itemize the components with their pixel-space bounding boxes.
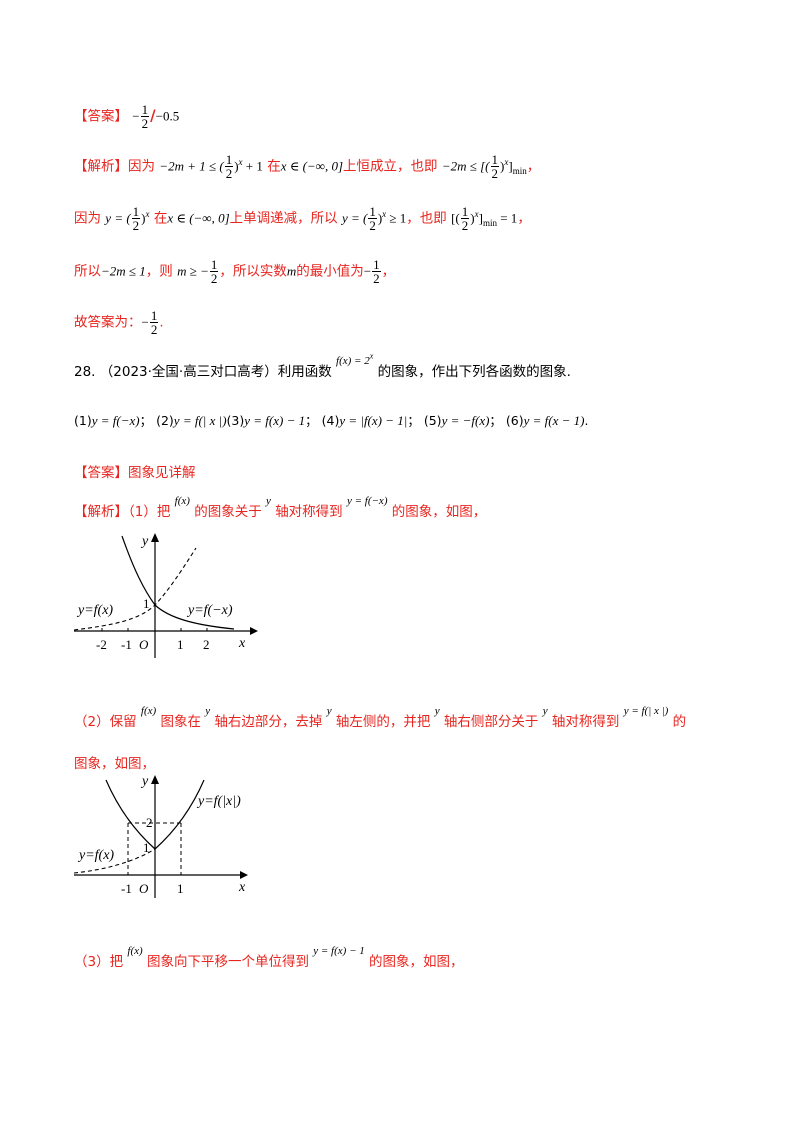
curve-f-abs-x: [105, 779, 205, 850]
x-axis-arrow: [240, 871, 248, 879]
answer-2: 【答案】图象见详解: [74, 465, 196, 481]
origin-label: O: [139, 881, 149, 896]
question-28: 28. （2023·全国·高三对口高考）利用函数 f(x) = 2x 的图象，作…: [74, 351, 571, 381]
analysis-2-part-3: （3）把 f(x) 图象向下平移一个单位得到 y = f(x) − 1 的图象，…: [74, 945, 464, 970]
question-28-items: (1)y = f(−x)； (2)y = f(| x |)(3)y = f(x)…: [74, 413, 589, 428]
analysis-1-line-3: 所以−2m ≤ 1，则 m ≥ −1 2 ，所以实数m的最小值为− 1 2，: [74, 257, 396, 286]
curve-f-x: [74, 848, 156, 874]
tick-label-y: 1: [143, 596, 150, 611]
analysis-2-part-2: （2）保留 f(x) 图象在 y 轴右边部分，去掉 y 轴左侧的，并把 y 轴右…: [74, 705, 687, 730]
origin-label: O: [139, 637, 149, 652]
analysis-1-line-2: 因为 y = (1 2)x 在x ∈ (−∞, 0]上单调递减，所以 y = (1…: [74, 204, 531, 233]
axis-label-y: y: [140, 774, 149, 789]
analysis-1-line-4: 故答案为：− 1 2.: [74, 308, 164, 337]
y-axis-arrow: [151, 775, 159, 784]
tick-label: -1: [121, 637, 132, 652]
question-number: 28.: [74, 364, 96, 380]
tick-label-y: 1: [143, 840, 150, 855]
tick-label-y: 2: [146, 815, 153, 830]
graph-1: -2 -1 O 1 2 1 y x y=f(x) y=f(−x): [74, 533, 258, 658]
answer-1: 【答案】 −1 2/−0.5: [74, 102, 180, 131]
curve-label-left: y=f(x): [76, 603, 113, 618]
answer-tag: 【答案】: [74, 465, 128, 481]
axis-label-x: x: [238, 636, 246, 651]
curve-label-left: y=f(x): [77, 848, 114, 863]
axis-label-y: y: [140, 534, 149, 549]
tick-label: -2: [96, 637, 107, 652]
curve-label-right: y=f(|x|): [196, 794, 241, 809]
x-axis-arrow: [250, 627, 258, 635]
analysis-1-line-1: 【解析】因为 −2m + 1 ≤ (1 2)x + 1 在x ∈ (−∞, 0]上…: [74, 152, 541, 181]
analysis-tag: 【解析】: [74, 504, 128, 520]
tick-label: 1: [177, 881, 184, 896]
curve-label-right: y=f(−x): [186, 603, 233, 618]
analysis-2-part-2-cont: 图象，如图，: [74, 756, 155, 772]
analysis-tag: 【解析】: [74, 158, 128, 175]
analysis-2-part-1: 【解析】（1）把 f(x) 的图象关于 y 轴对称得到 y = f(−x) 的图…: [74, 495, 487, 520]
question-source: （2023·全国·高三对口高考）: [99, 364, 278, 380]
tick-label: 2: [203, 637, 210, 652]
tick-label: -1: [121, 881, 132, 896]
answer-tag: 【答案】: [74, 108, 128, 125]
tick-label: 1: [177, 637, 184, 652]
graph-2: -1 O 1 1 2 y x y=f(x) y=f(|x|): [74, 774, 248, 898]
curve-f-x: [74, 547, 197, 631]
y-axis-arrow: [151, 533, 159, 542]
axis-label-x: x: [238, 880, 246, 895]
